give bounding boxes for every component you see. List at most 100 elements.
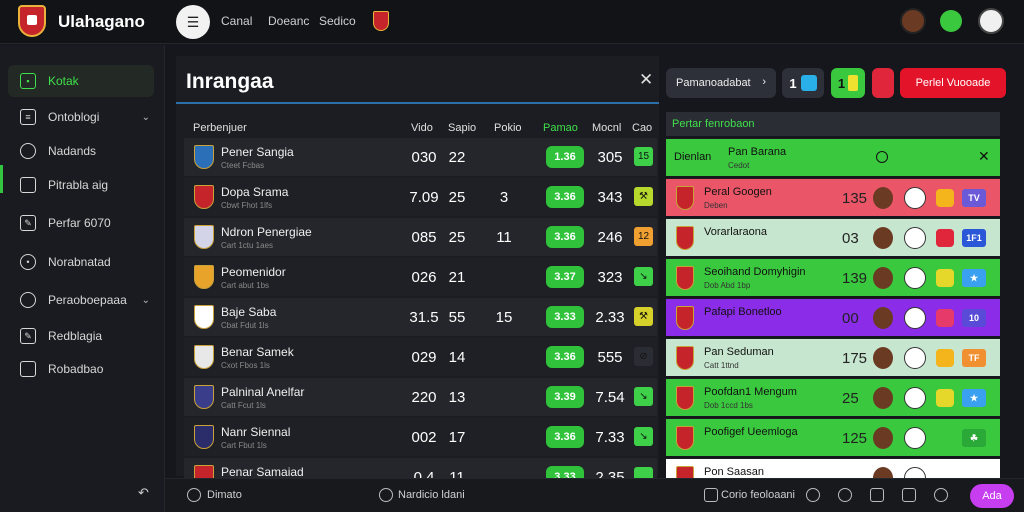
doc-icon[interactable] [704,488,718,502]
action-badge[interactable] [936,429,954,447]
globe-icon[interactable] [806,488,820,502]
user-icon[interactable] [187,488,201,502]
channel-badge[interactable]: TV [962,189,986,207]
table-row[interactable]: Nanr Siennal Cart Fbut 1ls 002 17 3.36 7.33 ↘ [184,418,657,456]
odds-pill[interactable]: 1.36 [546,146,584,168]
status-badge[interactable]: ↘ [634,427,653,446]
collapse-icon[interactable]: ↶ [138,485,149,500]
chip-blue[interactable]: 1 [782,68,824,98]
status-badge[interactable]: ⊘ [634,347,653,366]
table-row[interactable]: Pener Sangia Cteet Fcbas 030 22 1.36 305 15 [184,138,657,176]
col-header[interactable]: Perbenjuer [193,122,247,134]
sidebar-item-ontoblogi[interactable]: ≡ Ontoblogi ⌄ [8,101,154,133]
odds-pill[interactable]: 3.36 [546,226,584,248]
add-button[interactable]: Ada [970,484,1014,508]
fixture-row[interactable]: Peral Googen Deben 135 TV [666,178,1000,216]
sidebar-item-nadands[interactable]: Nadands [8,135,154,167]
club-badge-icon[interactable] [373,11,389,31]
status-badge[interactable]: ↘ [634,267,653,286]
rankings-panel: Inrangaa ✕ Perbenjuer Vido Sapio Pokio P… [176,56,659,496]
odds-pill[interactable]: 3.36 [546,426,584,448]
fixture-row[interactable]: Pafapi Bonetloo 00 10 [666,298,1000,336]
sidebar-item-perfar[interactable]: ✎ Perfar 6070 [8,207,154,239]
close-icon[interactable]: ✕ [639,70,654,89]
odds-pill[interactable]: 3.33 [546,306,584,328]
sidebar-item-pitrabla[interactable]: Pitrabla aig [8,169,154,201]
bottom-left-label[interactable]: Dimato [207,489,242,501]
nav-link[interactable]: Canal [221,14,253,28]
status-badge[interactable]: 15 [634,147,653,166]
channel-badge[interactable]: TF [962,349,986,367]
col-header[interactable]: Mocnl [592,122,622,134]
red-action-button[interactable]: Perlel Vuooade [900,68,1006,98]
table-row[interactable]: Ndron Penergiae Cart 1ctu 1aes 085 25 11 3.36… [184,218,657,256]
status-badge[interactable]: ↘ [634,387,653,406]
clock-icon[interactable] [379,488,393,502]
col-header[interactable]: Pokio [494,122,522,134]
sidebar-item-redblagia[interactable]: ✎ Redblagia [8,320,154,352]
table-row[interactable]: Benar Samek Cxot Fbos 1ls 029 14 3.36 555 ⊘ [184,338,657,376]
user-avatar[interactable] [900,8,926,34]
action-badge[interactable] [936,229,954,247]
notification-icon[interactable] [940,10,962,32]
sidebar-item-peraoboepaaa[interactable]: Peraoboepaaa ⌄ [8,284,154,316]
fixture-row[interactable]: Vorarlaraona 03 1F1 [666,218,1000,256]
table-row[interactable]: Peomenidor Cart abut 1bs 026 21 3.37 323 ↘ [184,258,657,296]
status-badge[interactable]: 12 [634,227,653,246]
fixture-row[interactable]: Pon Saasan [666,458,1000,480]
channel-badge[interactable]: ★ [962,389,986,407]
odds-pill[interactable]: 3.36 [546,346,584,368]
fixture-row[interactable]: Pan Seduman Catt 1ttnd 175 TF [666,338,1000,376]
action-badge[interactable] [936,349,954,367]
fixture-row[interactable]: Poofigef Ueemloga 125 ☘ [666,418,1000,456]
sidebar-item-kotak[interactable]: ▪ Kotak [8,65,154,97]
channel-badge[interactable]: 10 [962,309,986,327]
chip-green[interactable]: 1 [831,68,865,98]
fixture-row[interactable]: Poofdan1 Mengum Dob 1ccd 1bs 25 ★ [666,378,1000,416]
red-square-icon[interactable] [872,68,894,98]
filter-select[interactable]: Pamanoadabat › [666,68,776,98]
odds-pill[interactable]: 3.37 [546,266,584,288]
odds-pill[interactable]: 3.39 [546,386,584,408]
table-row[interactable]: Baje Saba Cbat Fdut 1ls 31.5 55 15 3.33 2.33 ⚒ [184,298,657,336]
menu-icon[interactable]: ☰ [176,5,210,39]
sidebar-item-robadbao[interactable]: Robadbao [8,353,154,385]
cell-value: 7.54 [595,389,625,406]
fixture-row[interactable]: Dienlan Pan Barana Cedot ✕ [666,138,1000,176]
channel-badge[interactable]: ★ [962,269,986,287]
bottom-right-label[interactable]: Corio feoloaani [721,489,795,501]
cell-value: 11 [496,229,512,246]
col-header[interactable]: Pamao [543,122,578,134]
chart-icon[interactable] [870,488,884,502]
club-logo[interactable] [18,5,46,37]
table-row[interactable]: Palninal Anelfar Catt Fcut 1ls 220 13 3.39 7.… [184,378,657,416]
status-badge[interactable]: ⚒ [634,307,653,326]
bottom-center-label[interactable]: Nardicio ldani [398,489,465,501]
channel-badge[interactable]: 1F1 [962,229,986,247]
close-icon[interactable]: ✕ [978,148,990,164]
user-card-icon[interactable] [902,488,916,502]
status-badge[interactable]: ⚒ [634,187,653,206]
radio-icon[interactable] [876,151,888,163]
table-row[interactable]: Dopa Srama Cbwt Fhot 1lfs 7.09 25 3 3.36 343 ⚒ [184,178,657,216]
channel-badge[interactable]: ☘ [962,429,986,447]
help-icon[interactable] [934,488,948,502]
fixture-score: 03 [842,230,859,247]
settings-icon[interactable] [838,488,852,502]
fixture-row[interactable]: Seoihand Domyhigin Dob Abd 1bp 139 ★ [666,258,1000,296]
action-badge[interactable] [936,389,954,407]
action-badge[interactable] [936,189,954,207]
col-header[interactable]: Sapio [448,122,477,134]
profile-avatar[interactable] [978,8,1004,34]
col-header[interactable]: Cao [632,122,653,134]
action-badge[interactable] [936,269,954,287]
sidebar-item-norabnatad[interactable]: • Norabnatad [8,246,154,278]
nav-link[interactable]: Doeanc [268,14,310,28]
fixture-sub: Dob 1ccd 1bs [704,401,753,410]
odds-pill[interactable]: 3.36 [546,186,584,208]
nav-link[interactable]: Sedico [319,14,356,28]
col-header[interactable]: Vido [411,122,433,134]
player-avatar [873,427,893,449]
action-badge[interactable] [936,309,954,327]
team-name: Penar Samaiad [221,465,304,479]
